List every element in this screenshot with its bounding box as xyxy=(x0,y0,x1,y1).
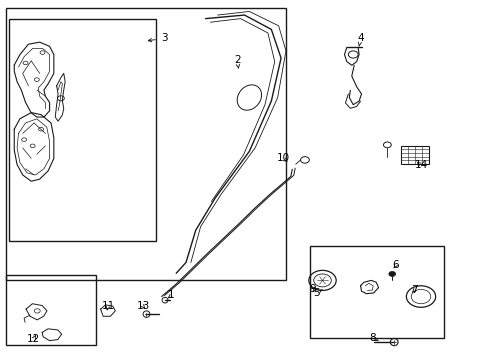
Text: 14: 14 xyxy=(413,160,427,170)
Text: 8: 8 xyxy=(368,333,378,343)
Text: 9: 9 xyxy=(309,284,315,294)
Text: 11: 11 xyxy=(101,301,114,311)
Text: 5: 5 xyxy=(312,288,322,298)
Text: 10: 10 xyxy=(276,153,289,163)
Text: 3: 3 xyxy=(148,33,167,43)
Text: 12: 12 xyxy=(27,333,41,343)
Text: 4: 4 xyxy=(357,33,363,46)
Bar xyxy=(5,275,96,345)
Bar xyxy=(400,145,428,164)
Bar xyxy=(5,8,285,280)
Text: 2: 2 xyxy=(233,55,240,68)
Text: 7: 7 xyxy=(410,285,417,296)
Text: 6: 6 xyxy=(391,260,398,270)
Text: 1: 1 xyxy=(168,291,174,301)
Bar xyxy=(310,246,444,338)
Bar xyxy=(9,19,156,241)
Text: 13: 13 xyxy=(136,301,149,311)
Circle shape xyxy=(388,271,395,276)
